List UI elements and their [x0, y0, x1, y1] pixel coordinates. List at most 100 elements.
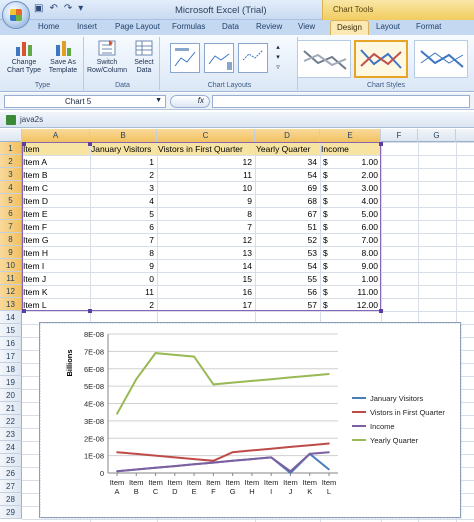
- cell-e9[interactable]: 8.00: [361, 248, 378, 258]
- row-header-25[interactable]: 25: [0, 454, 22, 467]
- row-header-4[interactable]: 4: [0, 181, 22, 194]
- cell-e10[interactable]: 9.00: [361, 261, 378, 271]
- chart-style-2-selected[interactable]: [354, 40, 408, 78]
- row-header-21[interactable]: 21: [0, 402, 22, 415]
- row-header-9[interactable]: 9: [0, 246, 22, 259]
- chart-layout-1[interactable]: [170, 43, 200, 73]
- cell-e13[interactable]: 12.00: [356, 300, 378, 310]
- cell-b11[interactable]: 0: [149, 274, 154, 284]
- row-header-8[interactable]: 8: [0, 233, 22, 246]
- cell-d4[interactable]: 69: [307, 183, 317, 193]
- column-header-c[interactable]: C: [157, 129, 255, 142]
- cell-e7[interactable]: $: [323, 222, 328, 232]
- cell-b12[interactable]: 11: [145, 287, 154, 297]
- row-header-3[interactable]: 3: [0, 168, 22, 181]
- chart-style-1[interactable]: [297, 40, 351, 78]
- cell-b8[interactable]: 7: [149, 235, 154, 245]
- range-handle[interactable]: [22, 142, 26, 146]
- save-icon[interactable]: ▣: [34, 3, 44, 14]
- legend-entry[interactable]: January Visitors: [370, 394, 423, 403]
- tab-layout[interactable]: Layout: [376, 22, 401, 31]
- cell-c2[interactable]: 12: [242, 157, 252, 167]
- chart-layout-3[interactable]: [238, 43, 268, 73]
- cell-e12[interactable]: $: [323, 287, 328, 297]
- cell-d12[interactable]: 56: [307, 287, 317, 297]
- cell-a12[interactable]: Item K: [23, 287, 48, 297]
- change-chart-type-button[interactable]: Change Chart Type: [6, 39, 42, 75]
- line-chart[interactable]: 0 1E-08 2E-08 3E-08 4E-08 5E-08 6E-08 7E-08 8E-0…: [39, 322, 462, 519]
- row-header-11[interactable]: 11: [0, 272, 22, 285]
- cell-c12[interactable]: 16: [242, 287, 252, 297]
- cell-a4[interactable]: Item C: [23, 183, 49, 193]
- tab-review[interactable]: Review: [256, 22, 283, 31]
- cell-d5[interactable]: 68: [307, 196, 317, 206]
- row-header-20[interactable]: 20: [0, 389, 22, 402]
- chart-layout-2[interactable]: [204, 43, 234, 73]
- cell-b9[interactable]: 8: [149, 248, 154, 258]
- row-header-26[interactable]: 26: [0, 467, 22, 480]
- cell-c9[interactable]: 13: [242, 248, 252, 258]
- cell-e3[interactable]: 2.00: [361, 170, 378, 180]
- cell-e11[interactable]: $: [323, 274, 328, 284]
- cell-a10[interactable]: Item I: [23, 261, 45, 271]
- cell-e6[interactable]: 5.00: [361, 209, 378, 219]
- cell-e3[interactable]: $: [323, 170, 328, 180]
- cell-e5[interactable]: $: [323, 196, 328, 206]
- column-header-e[interactable]: E: [320, 129, 381, 142]
- office-button[interactable]: [2, 1, 30, 29]
- row-header-14[interactable]: 14: [0, 311, 22, 324]
- row-header-17[interactable]: 17: [0, 350, 22, 363]
- layouts-scroll[interactable]: ▴ ▾ ▿: [276, 44, 280, 71]
- cell-a6[interactable]: Item E: [23, 209, 48, 219]
- cell-e2[interactable]: 1.00: [361, 157, 378, 167]
- cell-d7[interactable]: 51: [307, 222, 317, 232]
- cell-b2[interactable]: 1: [149, 157, 154, 167]
- row-header-12[interactable]: 12: [0, 285, 22, 298]
- cell-b13[interactable]: 2: [149, 300, 154, 310]
- qat-dropdown-icon[interactable]: ▾: [78, 3, 84, 14]
- series-line-yearly-quarter[interactable]: [116, 352, 330, 415]
- cell-b3[interactable]: 2: [149, 170, 154, 180]
- cell-a13[interactable]: Item L: [23, 300, 47, 310]
- row-header-28[interactable]: 28: [0, 493, 22, 506]
- tab-home[interactable]: Home: [38, 22, 60, 31]
- cell-c4[interactable]: 10: [242, 183, 252, 193]
- cell-c13[interactable]: 17: [242, 300, 252, 310]
- cell-d2[interactable]: 34: [307, 157, 317, 167]
- column-header-g[interactable]: G: [418, 129, 456, 142]
- cell-b4[interactable]: 3: [149, 183, 154, 193]
- save-as-template-button[interactable]: Save As Template: [44, 39, 82, 75]
- tab-insert[interactable]: Insert: [77, 22, 98, 31]
- cell-e8[interactable]: 7.00: [361, 235, 378, 245]
- row-header-27[interactable]: 27: [0, 480, 22, 493]
- cell-b10[interactable]: 9: [149, 261, 154, 271]
- tab-data[interactable]: Data: [222, 22, 239, 31]
- range-handle[interactable]: [379, 142, 383, 146]
- column-header-f[interactable]: F: [381, 129, 418, 142]
- cell-a9[interactable]: Item H: [23, 248, 49, 258]
- cell-a11[interactable]: Item J: [23, 274, 47, 284]
- series-line-vistors-in-first-quarter[interactable]: [116, 442, 330, 462]
- chart-style-3[interactable]: [414, 40, 468, 78]
- column-header-a[interactable]: A: [22, 129, 90, 142]
- cell-e4[interactable]: 3.00: [361, 183, 378, 193]
- tab-page-layout[interactable]: Page Layout: [115, 22, 160, 31]
- cell-c3[interactable]: 11: [243, 170, 252, 180]
- redo-icon[interactable]: ↷: [63, 3, 73, 14]
- cell-e5[interactable]: 4.00: [361, 196, 378, 206]
- cell-e8[interactable]: $: [323, 235, 328, 245]
- cell-b7[interactable]: 6: [149, 222, 154, 232]
- tab-view[interactable]: View: [298, 22, 316, 31]
- cell-c7[interactable]: 7: [247, 222, 252, 232]
- row-header-29[interactable]: 29: [0, 506, 22, 519]
- cell-b5[interactable]: 4: [149, 196, 154, 206]
- legend-entry[interactable]: Yearly Quarter: [370, 436, 419, 445]
- row-header-6[interactable]: 6: [0, 207, 22, 220]
- cell-a7[interactable]: Item F: [23, 222, 48, 232]
- cell-e13[interactable]: $: [323, 300, 328, 310]
- cell-e1[interactable]: Income: [321, 142, 381, 155]
- row-header-5[interactable]: 5: [0, 194, 22, 207]
- cell-d8[interactable]: 52: [307, 235, 317, 245]
- cell-e4[interactable]: $: [323, 183, 328, 193]
- cell-a1[interactable]: Item: [23, 142, 90, 155]
